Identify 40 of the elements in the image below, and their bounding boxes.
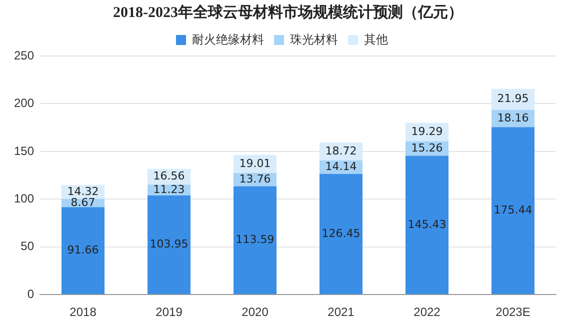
x-tick-label: 2023E [496,305,530,320]
data-label: 16.56 [153,170,185,183]
data-label: 113.59 [236,233,274,246]
y-tick-label: 200 [14,96,34,110]
bar [62,207,105,294]
data-label: 91.66 [67,243,99,256]
x-tick-label: 2018 [70,305,97,320]
data-label: 145.43 [408,218,446,231]
legend-label: 耐火绝缘材料 [192,32,264,46]
y-tick-label: 150 [14,144,34,158]
data-label: 14.14 [325,160,357,174]
x-tick-label: 2019 [156,305,183,320]
chart-title: 2018-2023年全球云母材料市场规模统计预测（亿元） [112,3,464,23]
legend-label: 珠光材料 [290,32,338,46]
data-label: 126.45 [322,226,360,240]
data-label: 11.23 [153,182,185,196]
data-label: 103.95 [150,238,188,251]
bar [320,174,363,294]
bar [148,195,191,294]
x-tick-label: 2020 [242,305,269,320]
data-label: 8.67 [70,196,96,209]
data-label: 15.26 [411,141,443,154]
data-label: 13.76 [239,172,271,186]
y-tick-label: 0 [27,286,34,301]
data-label: 21.95 [497,92,529,106]
legend-label: 其他 [364,32,388,46]
x-tick-label: 2021 [328,305,355,320]
data-label: 19.01 [239,156,271,170]
x-tick-label: 2022 [414,305,441,320]
data-label: 14.32 [67,184,99,198]
y-tick-label: 250 [14,48,34,62]
data-label: 18.72 [325,144,357,158]
bar [406,156,449,294]
data-label: 175.44 [494,203,532,216]
bar [234,186,277,294]
y-tick-label: 50 [20,239,34,254]
data-label: 18.16 [497,111,529,124]
bar [492,127,534,294]
data-label: 19.29 [411,124,443,138]
y-tick-label: 100 [14,191,34,206]
